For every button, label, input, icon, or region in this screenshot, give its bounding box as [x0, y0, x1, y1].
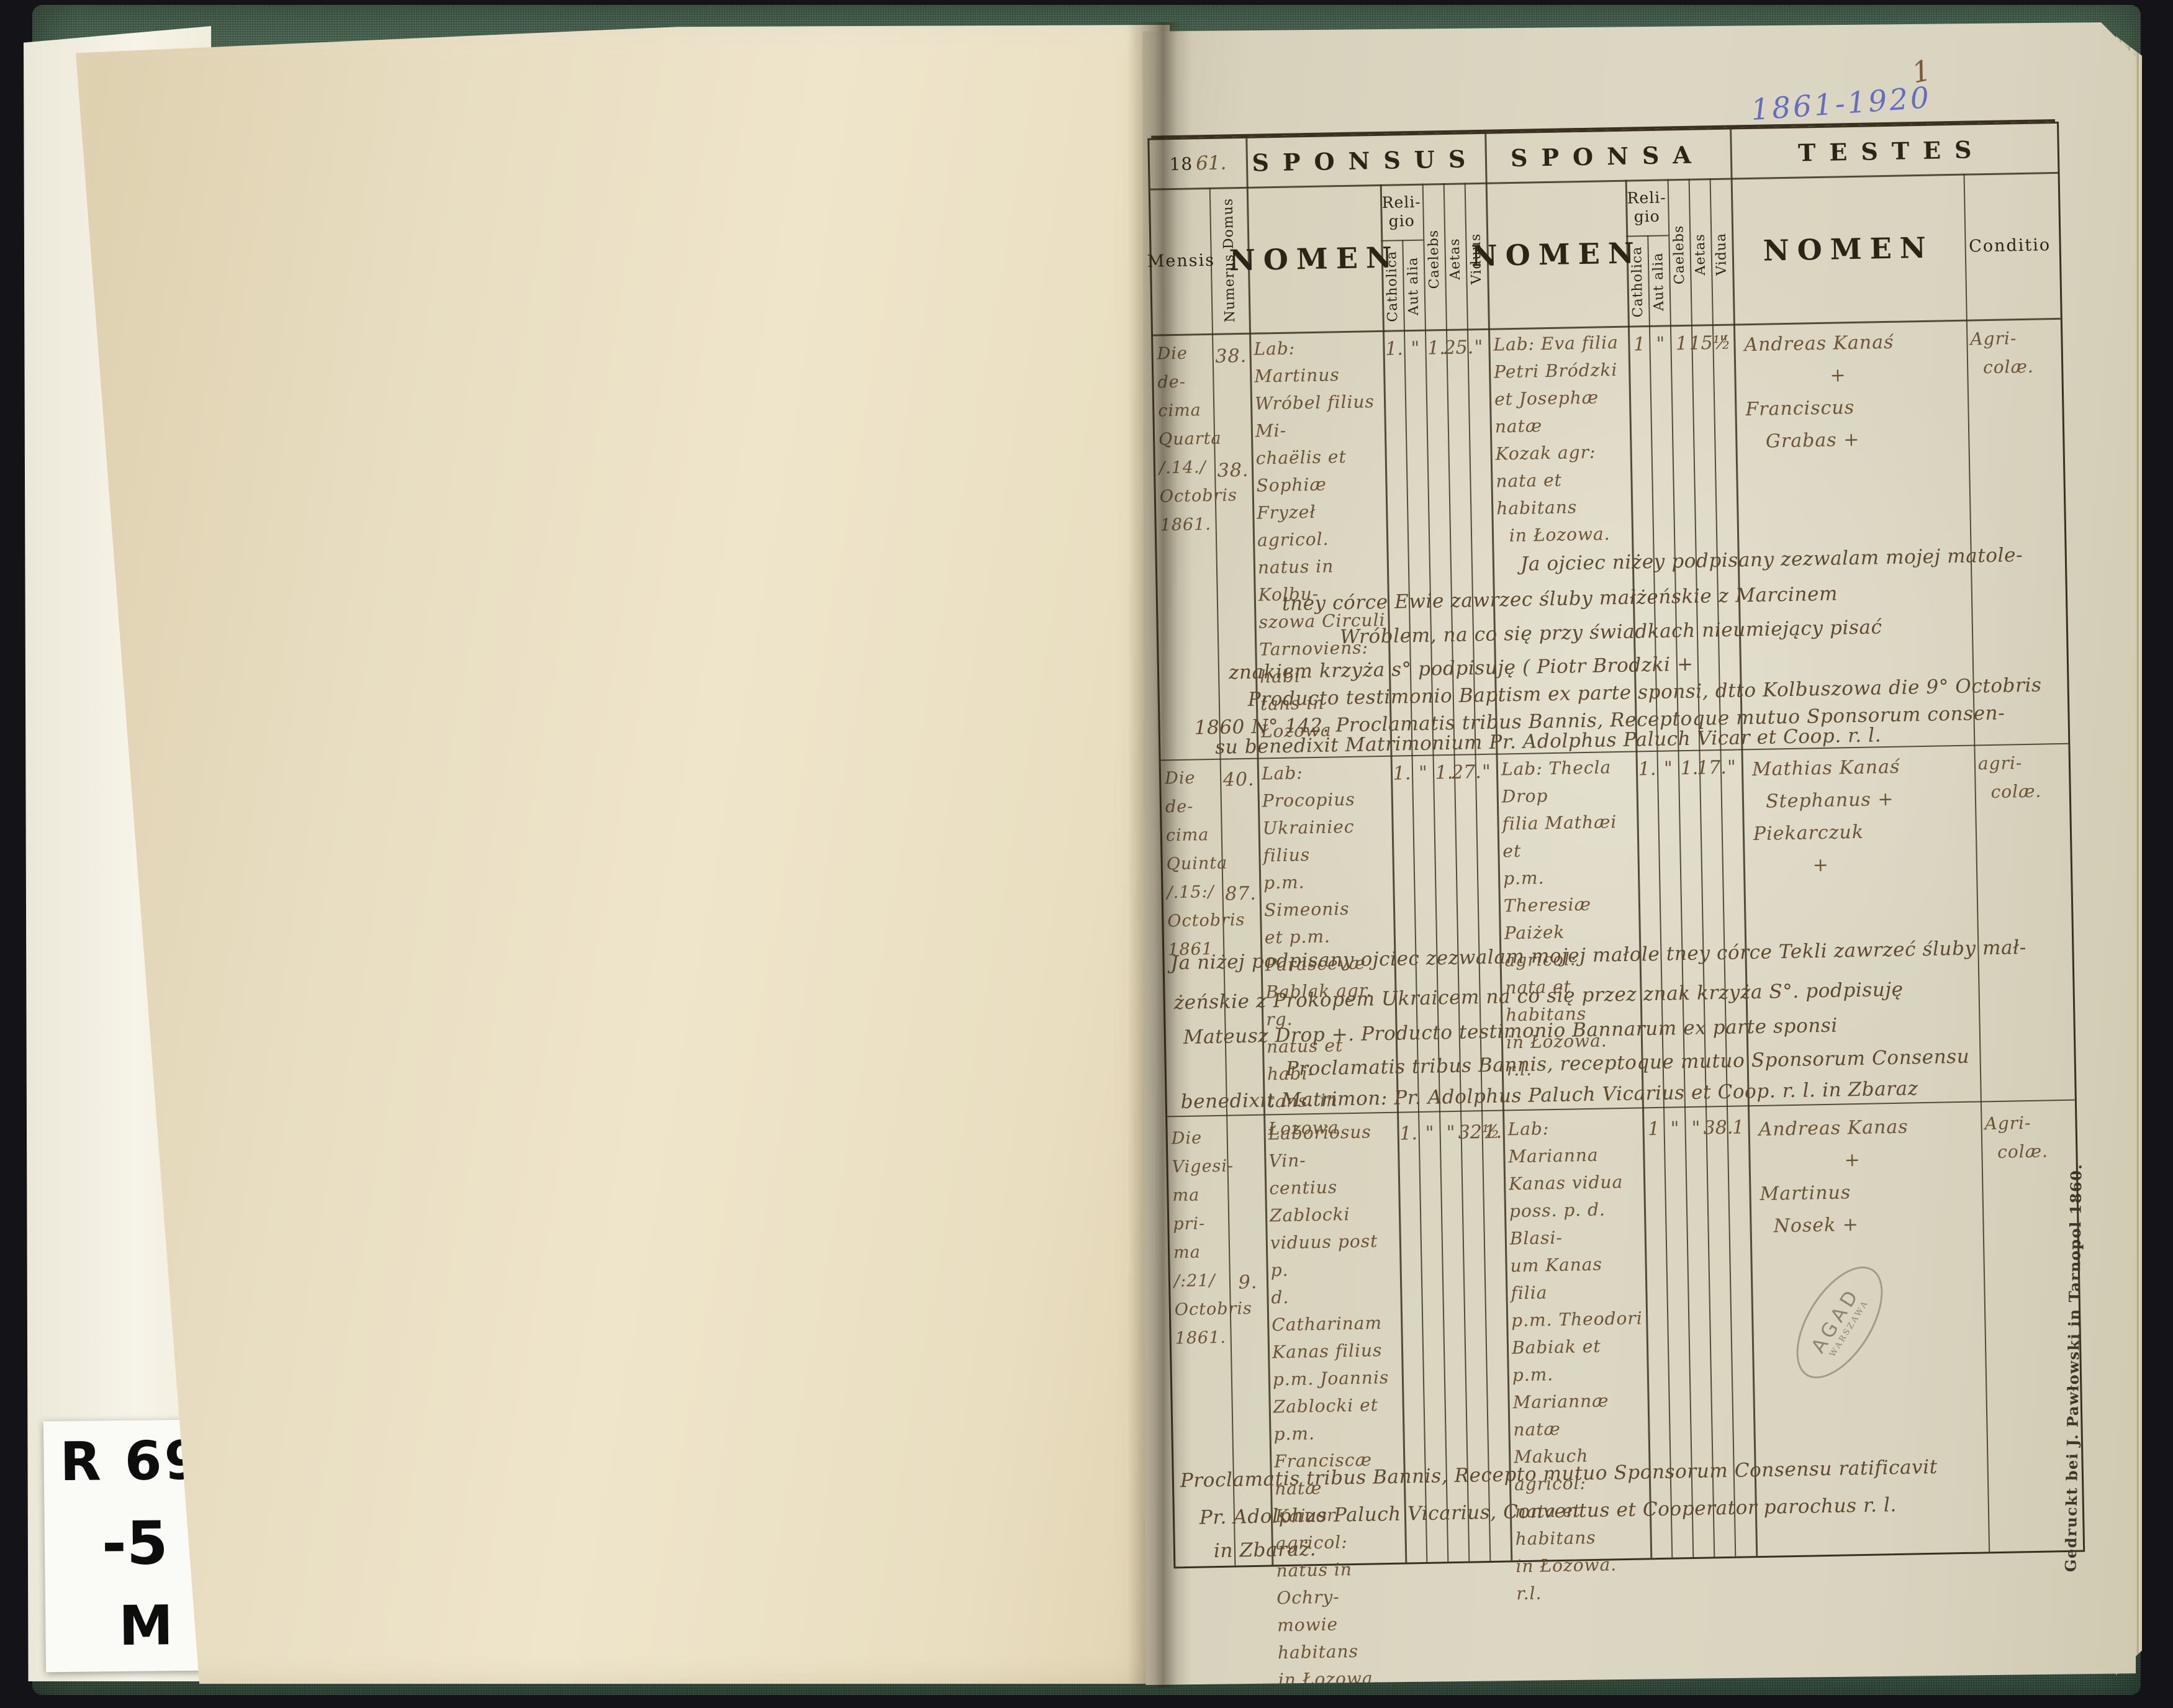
col-header-aut-alia-sponsa: Aut alia [1650, 252, 1667, 312]
record-2-sponsus-aetas: 27. [1451, 761, 1482, 784]
record-2-sponsa-aetas: 17. [1696, 756, 1727, 779]
record-2-sponsa-vidua: " [1727, 756, 1737, 779]
record-1-conditio: Agri- colæ. [1970, 328, 2035, 378]
column-rule [1422, 183, 1449, 1562]
record-3-sponsa-nomen: Lab: Marianna Kanas vidua poss. p. d. Bl… [1507, 1118, 1643, 1604]
record-1-note-line: Ja ojciec niżey podpisany zezwalam mojej… [1520, 544, 2023, 576]
col-header-caelebs-sponsa: Caelebs [1671, 225, 1688, 285]
record-3-sponsa-aetas: 38. [1703, 1116, 1733, 1139]
record-1-mensis: Die de- cima Quarta /.14./ Octobris 1861… [1157, 343, 1238, 535]
record-1-sponsus-viduus: " [1474, 336, 1483, 359]
column-rule [1647, 235, 1673, 1558]
left-blank-page [76, 25, 1170, 1684]
record-2-numerus-domus: 40. 87. [1222, 768, 1257, 905]
record-1-sponsus-nomen: Lab: Martinus Wróbel filius Mi- chaëlis … [1254, 338, 1386, 742]
col-header-nomen-testes: NOMEN [1763, 230, 1935, 268]
record-3-sponsa-vidua: 1 [1732, 1116, 1745, 1139]
column-rule [1709, 178, 1737, 1557]
year-cell: 18 61. [1149, 138, 1246, 189]
col-header-vidua-sponsa: Vidua [1713, 232, 1730, 276]
col-header-aut-alia-sponsus: Aut alia [1405, 256, 1422, 316]
handwritten-date-range: 1861-1920 [1750, 80, 1933, 128]
col-header-nomen-sponsus: NOMEN [1229, 240, 1401, 277]
record-1-sponsa-nomen: Lab: Eva filia Petri Bródzki et Josephæ … [1493, 332, 1619, 546]
section-header-testes: TESTES [1797, 135, 1986, 167]
record-3-testes-nomen: Andreas Kanas + Martinus Nosek + [1758, 1116, 1909, 1237]
column-rule [1443, 183, 1470, 1561]
section-header-sponsa: SPONSA [1510, 140, 1705, 172]
record-3-sponsus-viduus: 1. [1484, 1121, 1502, 1144]
column-rule [1402, 240, 1428, 1562]
col-header-caelebs-sponsus: Caelebs [1425, 229, 1443, 289]
record-1-testes-nomen: Andreas Kanaś + Franciscus Grabas + [1744, 331, 1894, 453]
record-1-note-line: Wróblem, na co się przy świadkach nieumi… [1339, 616, 1882, 649]
year-printed: 18 [1169, 153, 1193, 174]
col-header-conditio: Conditio [1968, 235, 2051, 256]
record-2-conditio: agri- colæ. [1977, 752, 2042, 803]
record-3-mensis: Die Vigesi- ma pri- ma /:21/ Octobris 18… [1171, 1128, 1253, 1349]
section-header-sponsus: SPONSUS [1252, 144, 1480, 177]
record-3-note-line: in Zbaraż. [1213, 1538, 1317, 1563]
register-page: 1861-1920 1 [1142, 22, 2136, 1685]
record-3-sponsus-aetas: 32½ [1458, 1121, 1501, 1144]
record-3-numerus-domus: 9. [1238, 1129, 1258, 1294]
col-header-catholica-sponsus: Catholica [1384, 250, 1401, 323]
record-2-sponsus-viduus: " [1481, 761, 1491, 784]
archive-label-line: -5 [101, 1507, 169, 1578]
record-1-sponsus-aetas: 25. [1443, 337, 1474, 359]
column-rule [1688, 178, 1715, 1557]
record-2-testes-nomen: Mathias Kanaś Stephanus + Piekarczuk + [1751, 756, 1900, 878]
year-handwritten: 61. [1195, 151, 1227, 175]
record-1-numerus-domus: 38. 38. [1215, 345, 1249, 482]
col-header-aetas-sponsus: Aetas [1447, 238, 1464, 281]
col-header-mensis: Mensis [1147, 250, 1216, 271]
record-3-sponsus-nomen: Laboriosus Vin- centius Zablocki viduus … [1268, 1121, 1389, 1708]
col-header-catholica-sponsa: Catholica [1629, 246, 1647, 318]
column-rule [1464, 183, 1491, 1561]
column-rule [1667, 179, 1694, 1558]
record-2-mensis: Die de- cima Quinta /.15:/ Octobris 1861 [1164, 768, 1245, 960]
archive-label-line: M [118, 1593, 174, 1658]
record-1-sponsa-vidua: " [1719, 332, 1728, 354]
archive-label: R 697 -5 M [43, 1419, 204, 1673]
record-3-conditio: Agri- colæ. [1984, 1112, 2049, 1163]
record-1-sponsa-aetas: 15½ [1689, 332, 1732, 355]
marriage-register-table: 18 61. SPONSUS SPONSA TESTES Mensis Numer… [1147, 121, 2085, 1685]
col-header-nomen-sponsa: NOMEN [1471, 235, 1643, 273]
col-header-aetas-sponsa: Aetas [1692, 233, 1709, 276]
col-header-religio-sponsus: Reli- gio [1381, 192, 1421, 230]
col-header-religio-sponsa: Reli- gio [1627, 188, 1666, 226]
